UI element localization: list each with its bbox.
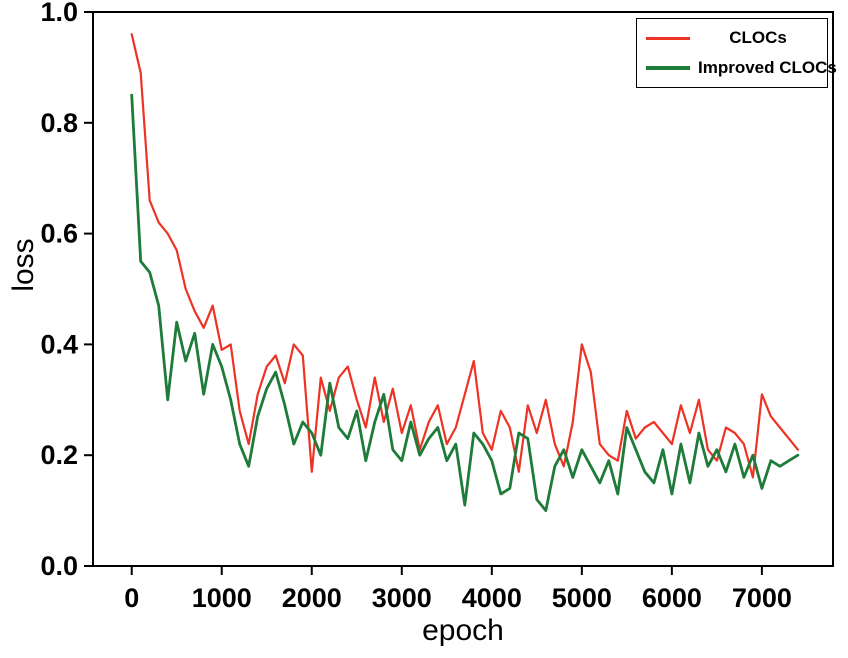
x-tick-label: 6000 — [642, 583, 702, 613]
legend-entry-clocs: CLOCs — [646, 27, 818, 49]
y-tick-label: 0.0 — [40, 551, 78, 581]
legend-label-improved-clocs: Improved CLOCs — [698, 58, 837, 77]
chart-legend: CLOCs Improved CLOCs — [636, 18, 837, 88]
y-tick-label: 0.8 — [40, 108, 78, 138]
y-tick-label: 0.6 — [40, 219, 78, 249]
x-tick-label: 7000 — [732, 583, 792, 613]
x-tick-label: 2000 — [282, 583, 342, 613]
y-axis-label: loss — [7, 238, 40, 292]
x-axis-label: epoch — [422, 614, 504, 647]
legend-entry-improved-clocs: Improved CLOCs — [646, 57, 837, 79]
x-tick-label: 1000 — [192, 583, 252, 613]
x-tick-label: 3000 — [372, 583, 432, 613]
legend-line-sample-improved-clocs — [646, 66, 690, 70]
legend-line-sample-clocs — [646, 36, 690, 40]
y-tick-label: 1.0 — [40, 0, 78, 27]
x-tick-label: 4000 — [462, 583, 522, 613]
plot-frame — [92, 11, 834, 567]
y-tick-label: 0.2 — [40, 440, 78, 470]
y-tick-label: 0.4 — [40, 329, 78, 359]
x-tick-label: 0 — [124, 583, 139, 613]
series-line-improved-clocs — [130, 93, 800, 513]
legend-label-clocs: CLOCs — [729, 28, 787, 47]
series-line-clocs — [130, 33, 800, 479]
x-tick-label: 5000 — [552, 583, 612, 613]
